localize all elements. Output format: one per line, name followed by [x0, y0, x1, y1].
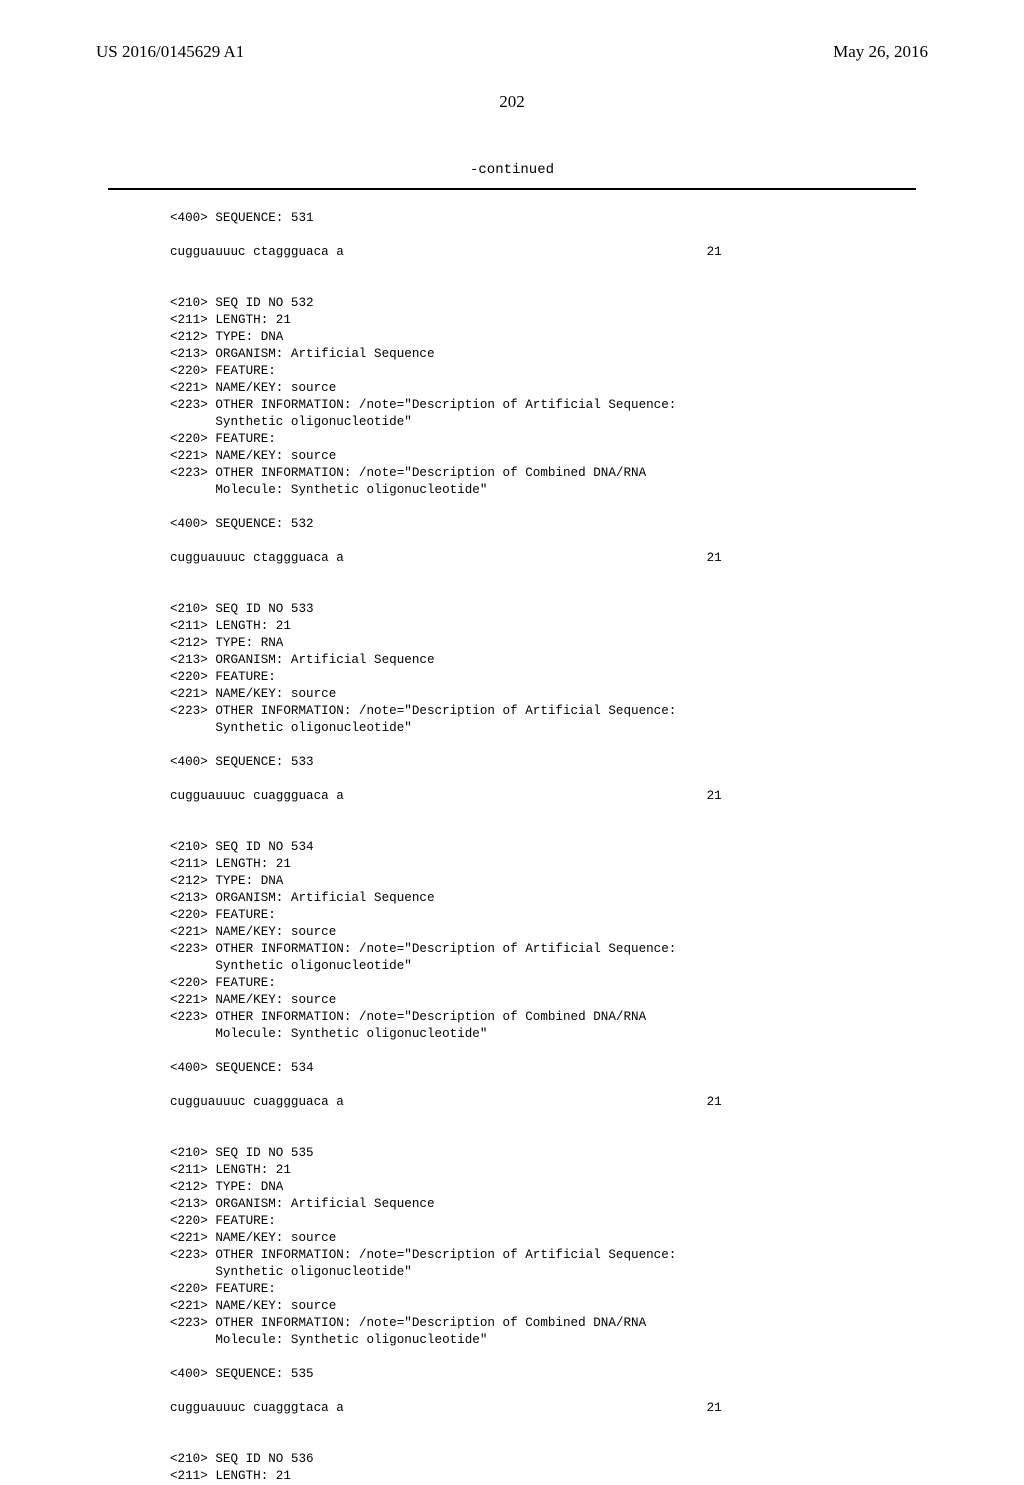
- page-number: 202: [0, 92, 1024, 112]
- publication-number: US 2016/0145629 A1: [96, 42, 244, 62]
- publication-date: May 26, 2016: [833, 42, 928, 62]
- continued-label: -continued: [0, 162, 1024, 178]
- top-rule: [108, 188, 916, 190]
- sequence-listing: <400> SEQUENCE: 531 cugguauuuc ctaggguac…: [170, 210, 1024, 1485]
- page-header: US 2016/0145629 A1 May 26, 2016: [0, 0, 1024, 62]
